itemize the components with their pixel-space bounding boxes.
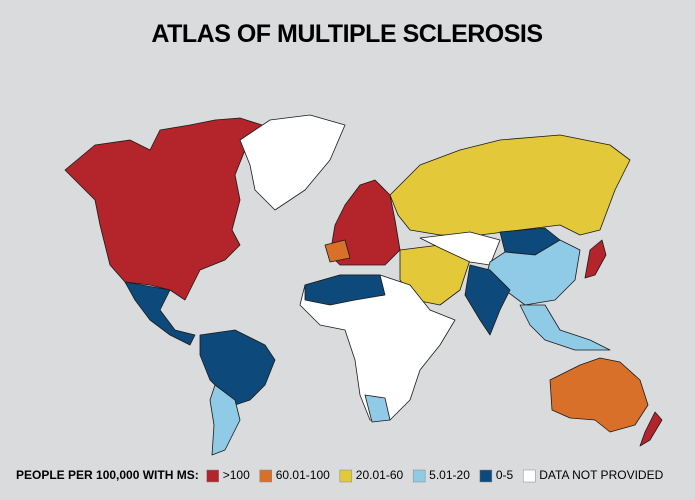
legend-swatch xyxy=(479,469,493,483)
japan xyxy=(584,239,607,279)
legend-swatch xyxy=(339,469,353,483)
legend: PEOPLE PER 100,000 WITH MS: >100 60.01-10… xyxy=(16,468,664,483)
legend-swatch xyxy=(206,469,219,483)
legend-swatch xyxy=(522,469,536,483)
legend-label: PEOPLE PER 100,000 WITH MS: xyxy=(16,468,199,482)
legend-item-label: DATA NOT PROVIDED xyxy=(539,468,663,482)
southern-cone xyxy=(209,384,241,456)
legend-item-label: >100 xyxy=(223,468,250,482)
southeast-asia xyxy=(519,304,611,351)
australia xyxy=(549,357,649,433)
iberia xyxy=(324,239,351,263)
russia xyxy=(389,134,631,236)
regions xyxy=(64,114,663,456)
europe xyxy=(329,179,401,266)
new-zealand xyxy=(639,411,663,447)
southern-africa xyxy=(364,394,391,423)
greenland xyxy=(239,114,346,211)
north-africa xyxy=(304,274,386,306)
africa xyxy=(299,274,456,421)
legend-item-label: 5.01-20 xyxy=(429,468,470,482)
india xyxy=(464,264,511,336)
legend-swatch xyxy=(412,469,426,483)
central-america xyxy=(124,281,196,346)
map-title: ATLAS OF MULTIPLE SCLEROSIS xyxy=(151,20,542,48)
north-america xyxy=(64,117,263,301)
south-america xyxy=(199,329,276,406)
legend-swatch xyxy=(259,469,272,483)
legend-item-label: 0-5 xyxy=(496,468,514,482)
legend-item-label: 60.01-100 xyxy=(276,468,330,482)
legend-item-label: 20.01-60 xyxy=(356,468,404,482)
